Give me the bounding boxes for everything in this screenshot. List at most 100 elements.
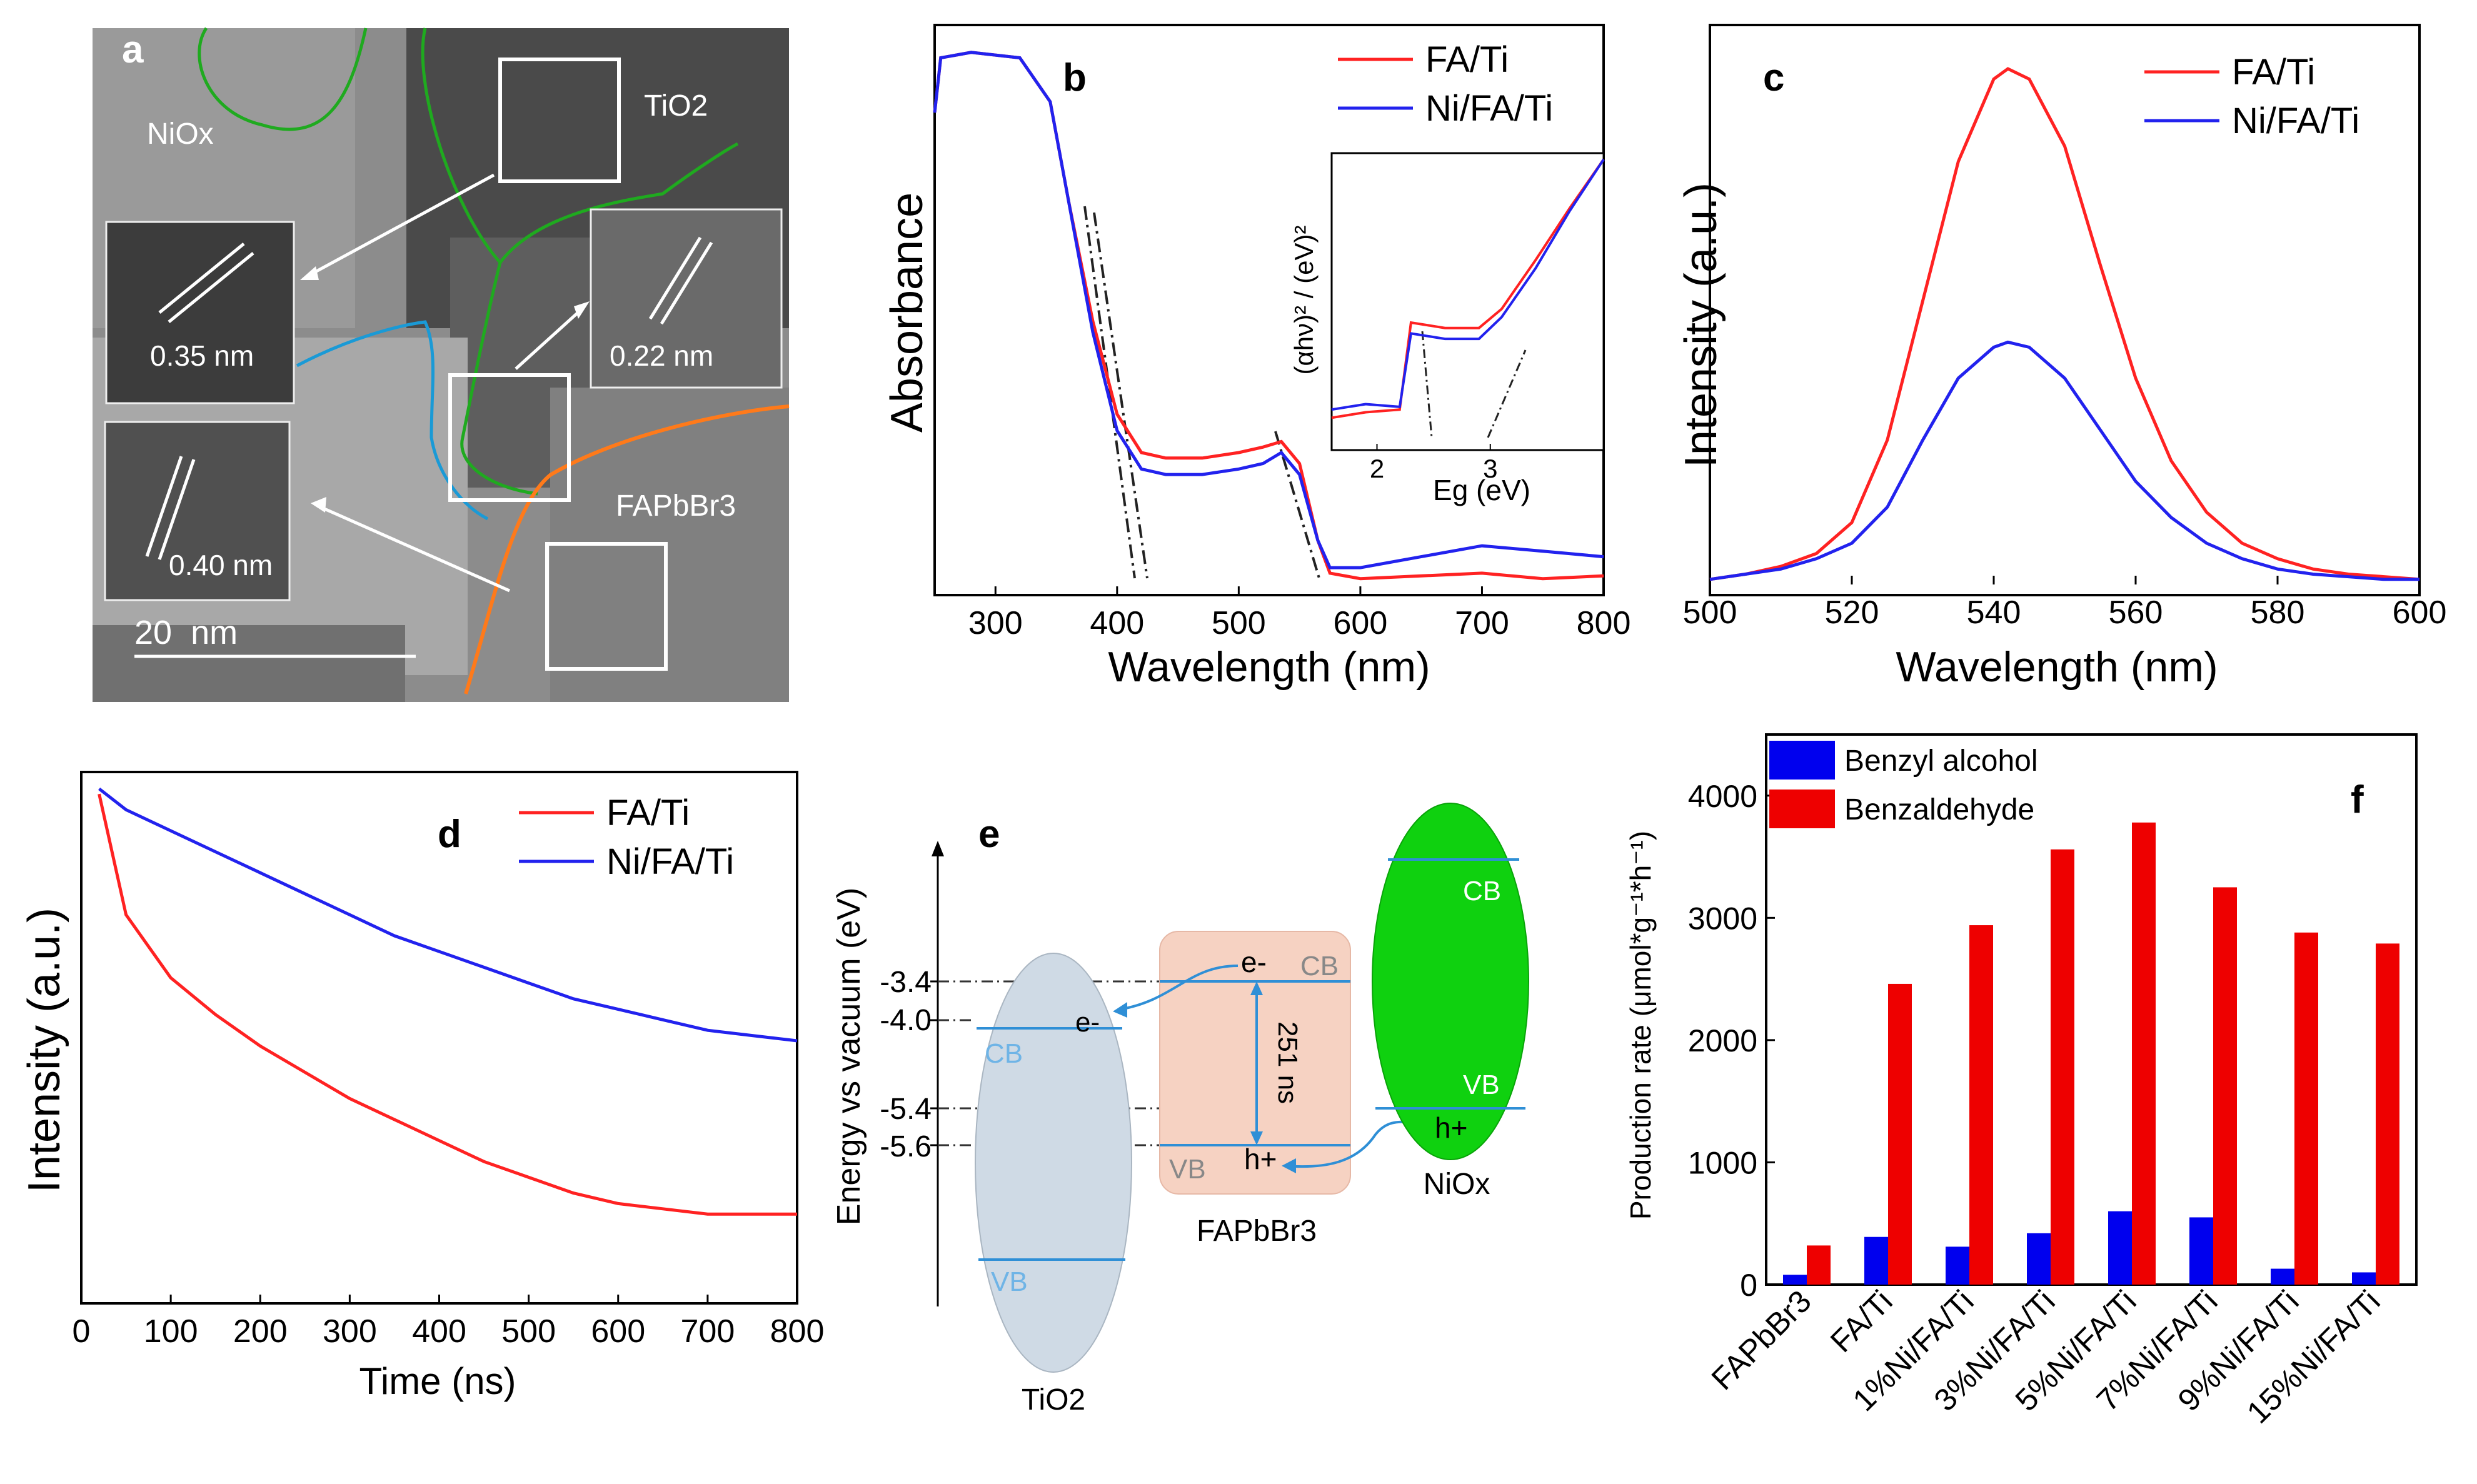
label-tio2: TiO2	[644, 89, 708, 123]
legend-label: Benzyl alcohol	[1844, 745, 2038, 778]
bar-benzaldehyde	[2132, 822, 2156, 1285]
x-tick-label: 300	[323, 1313, 377, 1350]
x-tick-label: 100	[144, 1313, 198, 1350]
label-fapbbr3: FAPbBr3	[616, 489, 736, 523]
e-ylabel: Energy vs vacuum (eV)	[831, 888, 867, 1225]
niox-vb-label: VB	[1463, 1070, 1500, 1100]
x-tick-label: 560	[2109, 594, 2163, 631]
bar-benzaldehyde	[2294, 932, 2318, 1285]
tio2-band-ellipse	[975, 953, 1132, 1373]
x-tick-label: 400	[1090, 605, 1144, 641]
tio2-electron-label: e-	[1075, 1007, 1100, 1038]
tio2-vb-label: VB	[991, 1266, 1028, 1297]
bar-benzyl-alcohol	[1946, 1246, 1969, 1285]
legend-label: Benzaldehyde	[1844, 793, 2034, 826]
x-tick-label: 0	[73, 1313, 91, 1350]
spacing-035: 0.35 nm	[150, 339, 254, 372]
inset-series-line	[1331, 158, 1605, 419]
panel-a-letter: a	[122, 28, 144, 71]
b-inset-xlabel: Eg (eV)	[1433, 474, 1530, 506]
d-ylabel: Intensity (a.u.)	[19, 908, 69, 1193]
bar-benzyl-alcohol	[2271, 1268, 2294, 1285]
spacing-040: 0.40 nm	[169, 549, 273, 581]
panel-c-pl-chart: 500 520 540 560 580 600 c FA/Ti Ni/FA/Ti Inten…	[1676, 24, 2447, 691]
x-tick-label: 600	[2393, 594, 2447, 631]
level-label-5-4: -5.4	[880, 1093, 932, 1126]
hole-transfer-arrow	[1284, 1120, 1420, 1168]
bar-benzyl-alcohol	[1783, 1275, 1807, 1285]
x-tick-label: 700	[1455, 605, 1509, 641]
niox-cb-label: CB	[1463, 876, 1501, 906]
niox-label: NiOx	[1424, 1168, 1490, 1201]
spacing-022: 0.22 nm	[610, 339, 713, 372]
fapbbr3-label: FAPbBr3	[1197, 1215, 1317, 1248]
panel-c-letter: c	[1763, 56, 1784, 99]
series-line-fa-ti	[98, 793, 797, 1216]
y-tick-label: 3000	[1688, 901, 1757, 936]
level-label-3-4: -3.4	[880, 966, 932, 999]
bar-benzaldehyde	[2051, 849, 2074, 1285]
level-label-4-0: -4.0	[880, 1004, 932, 1037]
inset-x-tick-label: 3	[1483, 454, 1497, 483]
panel-d-trpl-chart: 0 100 200 300 400 500 600 700 800 d FA/Ti Ni/FA/T…	[19, 771, 825, 1402]
lifetime-label: 251 ns	[1272, 1021, 1303, 1104]
panel-d-letter: d	[438, 813, 461, 856]
fapbbr3-band-box	[1159, 931, 1351, 1195]
fapbbr3-vb-label: VB	[1169, 1154, 1206, 1185]
legend-label: Ni/FA/Ti	[606, 841, 734, 882]
b-inset-ylabel: (αhν)² / (eV)²	[1289, 226, 1319, 375]
panel-a-tem-image: a NiOx TiO2 FAPbBr3 0.35 nm 0.22 nm 0.40…	[93, 27, 790, 702]
bar-benzaldehyde	[2213, 887, 2237, 1285]
panel-f-letter: f	[2351, 778, 2364, 821]
x-tick-label: 580	[2251, 594, 2305, 631]
scale-bar-label: 20 nm	[134, 614, 238, 651]
legend-label: FA/Ti	[2232, 52, 2315, 93]
bar-benzaldehyde	[2376, 943, 2399, 1285]
inset-x-tick-label: 2	[1370, 454, 1384, 483]
x-tick-label: 500	[501, 1313, 556, 1350]
level-label-5-6: -5.6	[880, 1130, 932, 1163]
x-tick-label: 700	[680, 1313, 735, 1350]
x-tick-label: 600	[591, 1313, 645, 1350]
d-xlabel: Time (ns)	[359, 1360, 516, 1402]
legend-label: Ni/FA/Ti	[1425, 88, 1553, 129]
series-line-ni-fa-ti	[98, 787, 798, 1043]
series-line-ni-fa-ti	[1709, 340, 2419, 581]
bar-benzyl-alcohol	[2352, 1272, 2376, 1285]
bar-benzyl-alcohol	[2027, 1233, 2051, 1285]
y-tick-label: 2000	[1688, 1023, 1757, 1058]
b-inset-tauc-plot: 2 3 (αhν)² / (eV)² Eg (eV)	[1289, 152, 1605, 506]
legend-label: Ni/FA/Ti	[2232, 101, 2359, 141]
bar-benzyl-alcohol	[2189, 1217, 2213, 1285]
c-ylabel: Intensity (a.u.)	[1676, 183, 1726, 468]
bar-benzaldehyde	[1888, 983, 1912, 1285]
niox-band-ellipse	[1372, 803, 1529, 1160]
panel-e-energy-diagram: e Energy vs vacuum (eV) -3.4 -4.0 -5.4 -…	[831, 803, 1529, 1416]
electron-transfer-arrow	[1118, 965, 1238, 1011]
x-tick-label: 500	[1212, 605, 1266, 641]
x-tick-label: 600	[1334, 605, 1388, 641]
c-xlabel: Wavelength (nm)	[1896, 643, 2218, 691]
niox-hole-label: h+	[1435, 1111, 1467, 1144]
bar-benzyl-alcohol	[1864, 1236, 1888, 1285]
x-tick-label: 520	[1825, 594, 1879, 631]
legend-swatch	[1769, 741, 1835, 780]
x-tick-label: 800	[1577, 605, 1631, 641]
legend-label: FA/Ti	[606, 793, 690, 833]
panel-e-letter: e	[978, 813, 1000, 856]
b-ylabel: Absorbance	[882, 193, 932, 433]
bar-benzaldehyde	[1807, 1245, 1831, 1285]
fapbbr3-cb-label: CB	[1300, 951, 1339, 981]
fapbbr3-hole-label: h+	[1244, 1143, 1277, 1175]
panel-b-absorbance-chart: 300 400 500 600 700 800 b FA/Ti Ni/FA/Ti Absor…	[882, 24, 1631, 691]
y-tick-label: 1000	[1688, 1145, 1757, 1180]
fapbbr3-electron-label: e-	[1241, 946, 1267, 978]
bar-benzyl-alcohol	[2108, 1211, 2132, 1285]
x-tick-label: 800	[770, 1313, 825, 1350]
x-tick-label: 540	[1967, 594, 2021, 631]
b-xlabel: Wavelength (nm)	[1108, 643, 1430, 691]
y-tick-label: 0	[1740, 1268, 1757, 1303]
legend-swatch	[1769, 790, 1835, 828]
